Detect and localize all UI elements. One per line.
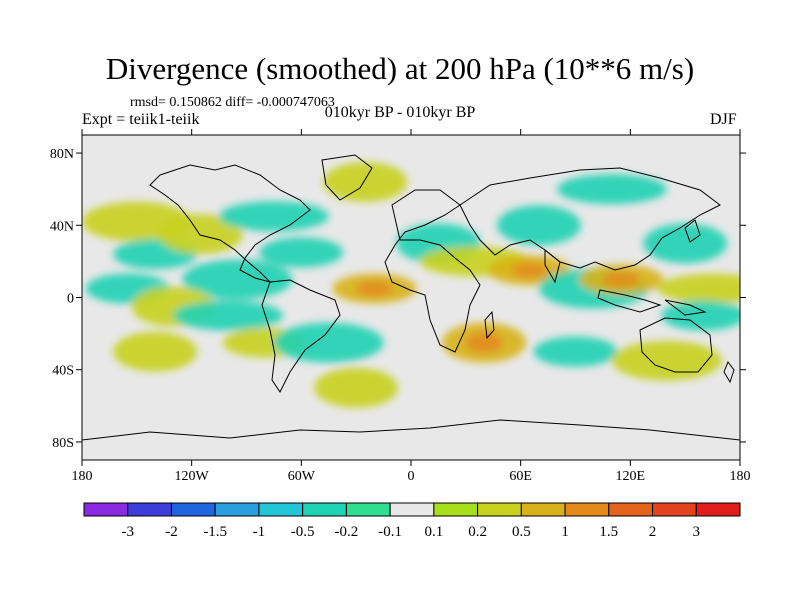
x-tick-label: 180	[730, 469, 751, 484]
divergence-patch	[657, 273, 740, 304]
divergence-patch	[218, 201, 329, 232]
experiment-label: Expt = teiik1-teiik	[82, 111, 200, 128]
colorbar-swatch	[652, 502, 697, 517]
x-tick-label: 0	[408, 469, 415, 484]
colorbar-swatch	[214, 502, 260, 517]
colorbar-swatch	[83, 502, 129, 517]
y-tick-label: 80S	[52, 436, 74, 451]
divergence-core	[465, 332, 504, 353]
colorbar-swatch	[170, 502, 216, 517]
divergence-patch	[314, 367, 399, 408]
divergence-patch	[113, 331, 198, 372]
season-label: DJF	[710, 111, 737, 128]
colorbar-label: -3	[121, 524, 134, 540]
colorbar-label: -0.2	[335, 524, 359, 540]
divergence-patch	[173, 300, 284, 331]
divergence-patch	[273, 322, 384, 363]
x-tick-label: 120W	[175, 469, 210, 484]
divergence-patch	[557, 174, 668, 205]
coastlines	[82, 154, 740, 441]
colorbar-swatch	[477, 502, 522, 517]
divergence-field	[82, 161, 740, 408]
divergence-patch	[259, 237, 344, 268]
colorbar-label: 0.5	[512, 524, 531, 540]
y-tick-label: 80N	[50, 147, 74, 162]
colorbar-swatch	[127, 502, 172, 517]
x-tick-label: 60E	[509, 469, 532, 484]
colorbar-label: 0.2	[468, 524, 487, 540]
colorbar-label: -1.5	[203, 524, 227, 540]
colorbar-label: -2	[165, 524, 178, 540]
divergence-patch	[182, 259, 293, 300]
colorbar-label: 1	[561, 524, 569, 540]
colorbar-label: 2	[649, 524, 657, 540]
experiment-period-label: 010kyr BP - 010kyr BP	[324, 104, 476, 121]
colorbar-swatch	[302, 502, 347, 517]
chart-title: Divergence (smoothed) at 200 hPa (10**6 …	[105, 51, 695, 86]
axes: 180 120W 60W 0 60E 120E 180 80N 40N 0 40S 80S	[50, 129, 751, 484]
colorbar-swatch	[433, 502, 479, 517]
colorbar-label: -1	[253, 524, 266, 540]
y-tick-label: 40N	[50, 219, 74, 234]
x-tick-label: 120E	[616, 469, 646, 484]
divergence-patch	[496, 205, 581, 246]
colorbar-label: -0.5	[291, 524, 315, 540]
divergence-patch	[611, 340, 722, 381]
divergence-patch	[533, 336, 618, 367]
divergence-core	[510, 262, 549, 278]
colorbar-swatch	[345, 502, 391, 517]
colorbar-label: 3	[693, 524, 701, 540]
y-tick-label: 40S	[52, 364, 74, 379]
divergence-patch	[661, 300, 740, 331]
colorbar: -3 -2 -1.5 -1 -0.5 -0.2 -0.1 0.1 0.2 0.5 1 1.5 2 3	[83, 502, 741, 540]
divergence-patch	[323, 161, 408, 202]
x-tick-label: 60W	[288, 469, 316, 484]
stats-line: rmsd= 0.150862 diff= -0.000747063	[130, 95, 335, 110]
colorbar-swatch	[258, 502, 304, 517]
colorbar-swatch	[695, 502, 741, 517]
y-tick-label: 0	[67, 292, 74, 307]
colorbar-swatch	[389, 502, 435, 517]
divergence-patch	[643, 223, 728, 264]
divergence-core	[602, 271, 641, 287]
x-tick-label: 180	[72, 469, 93, 484]
colorbar-swatch	[564, 502, 610, 517]
colorbar-label: -0.1	[378, 524, 402, 540]
colorbar-label: 0.1	[424, 524, 443, 540]
colorbar-swatch	[608, 502, 654, 517]
divergence-core	[355, 280, 394, 296]
colorbar-swatch	[520, 502, 566, 517]
divergence-patch	[158, 214, 243, 255]
colorbar-label: 1.5	[599, 524, 618, 540]
